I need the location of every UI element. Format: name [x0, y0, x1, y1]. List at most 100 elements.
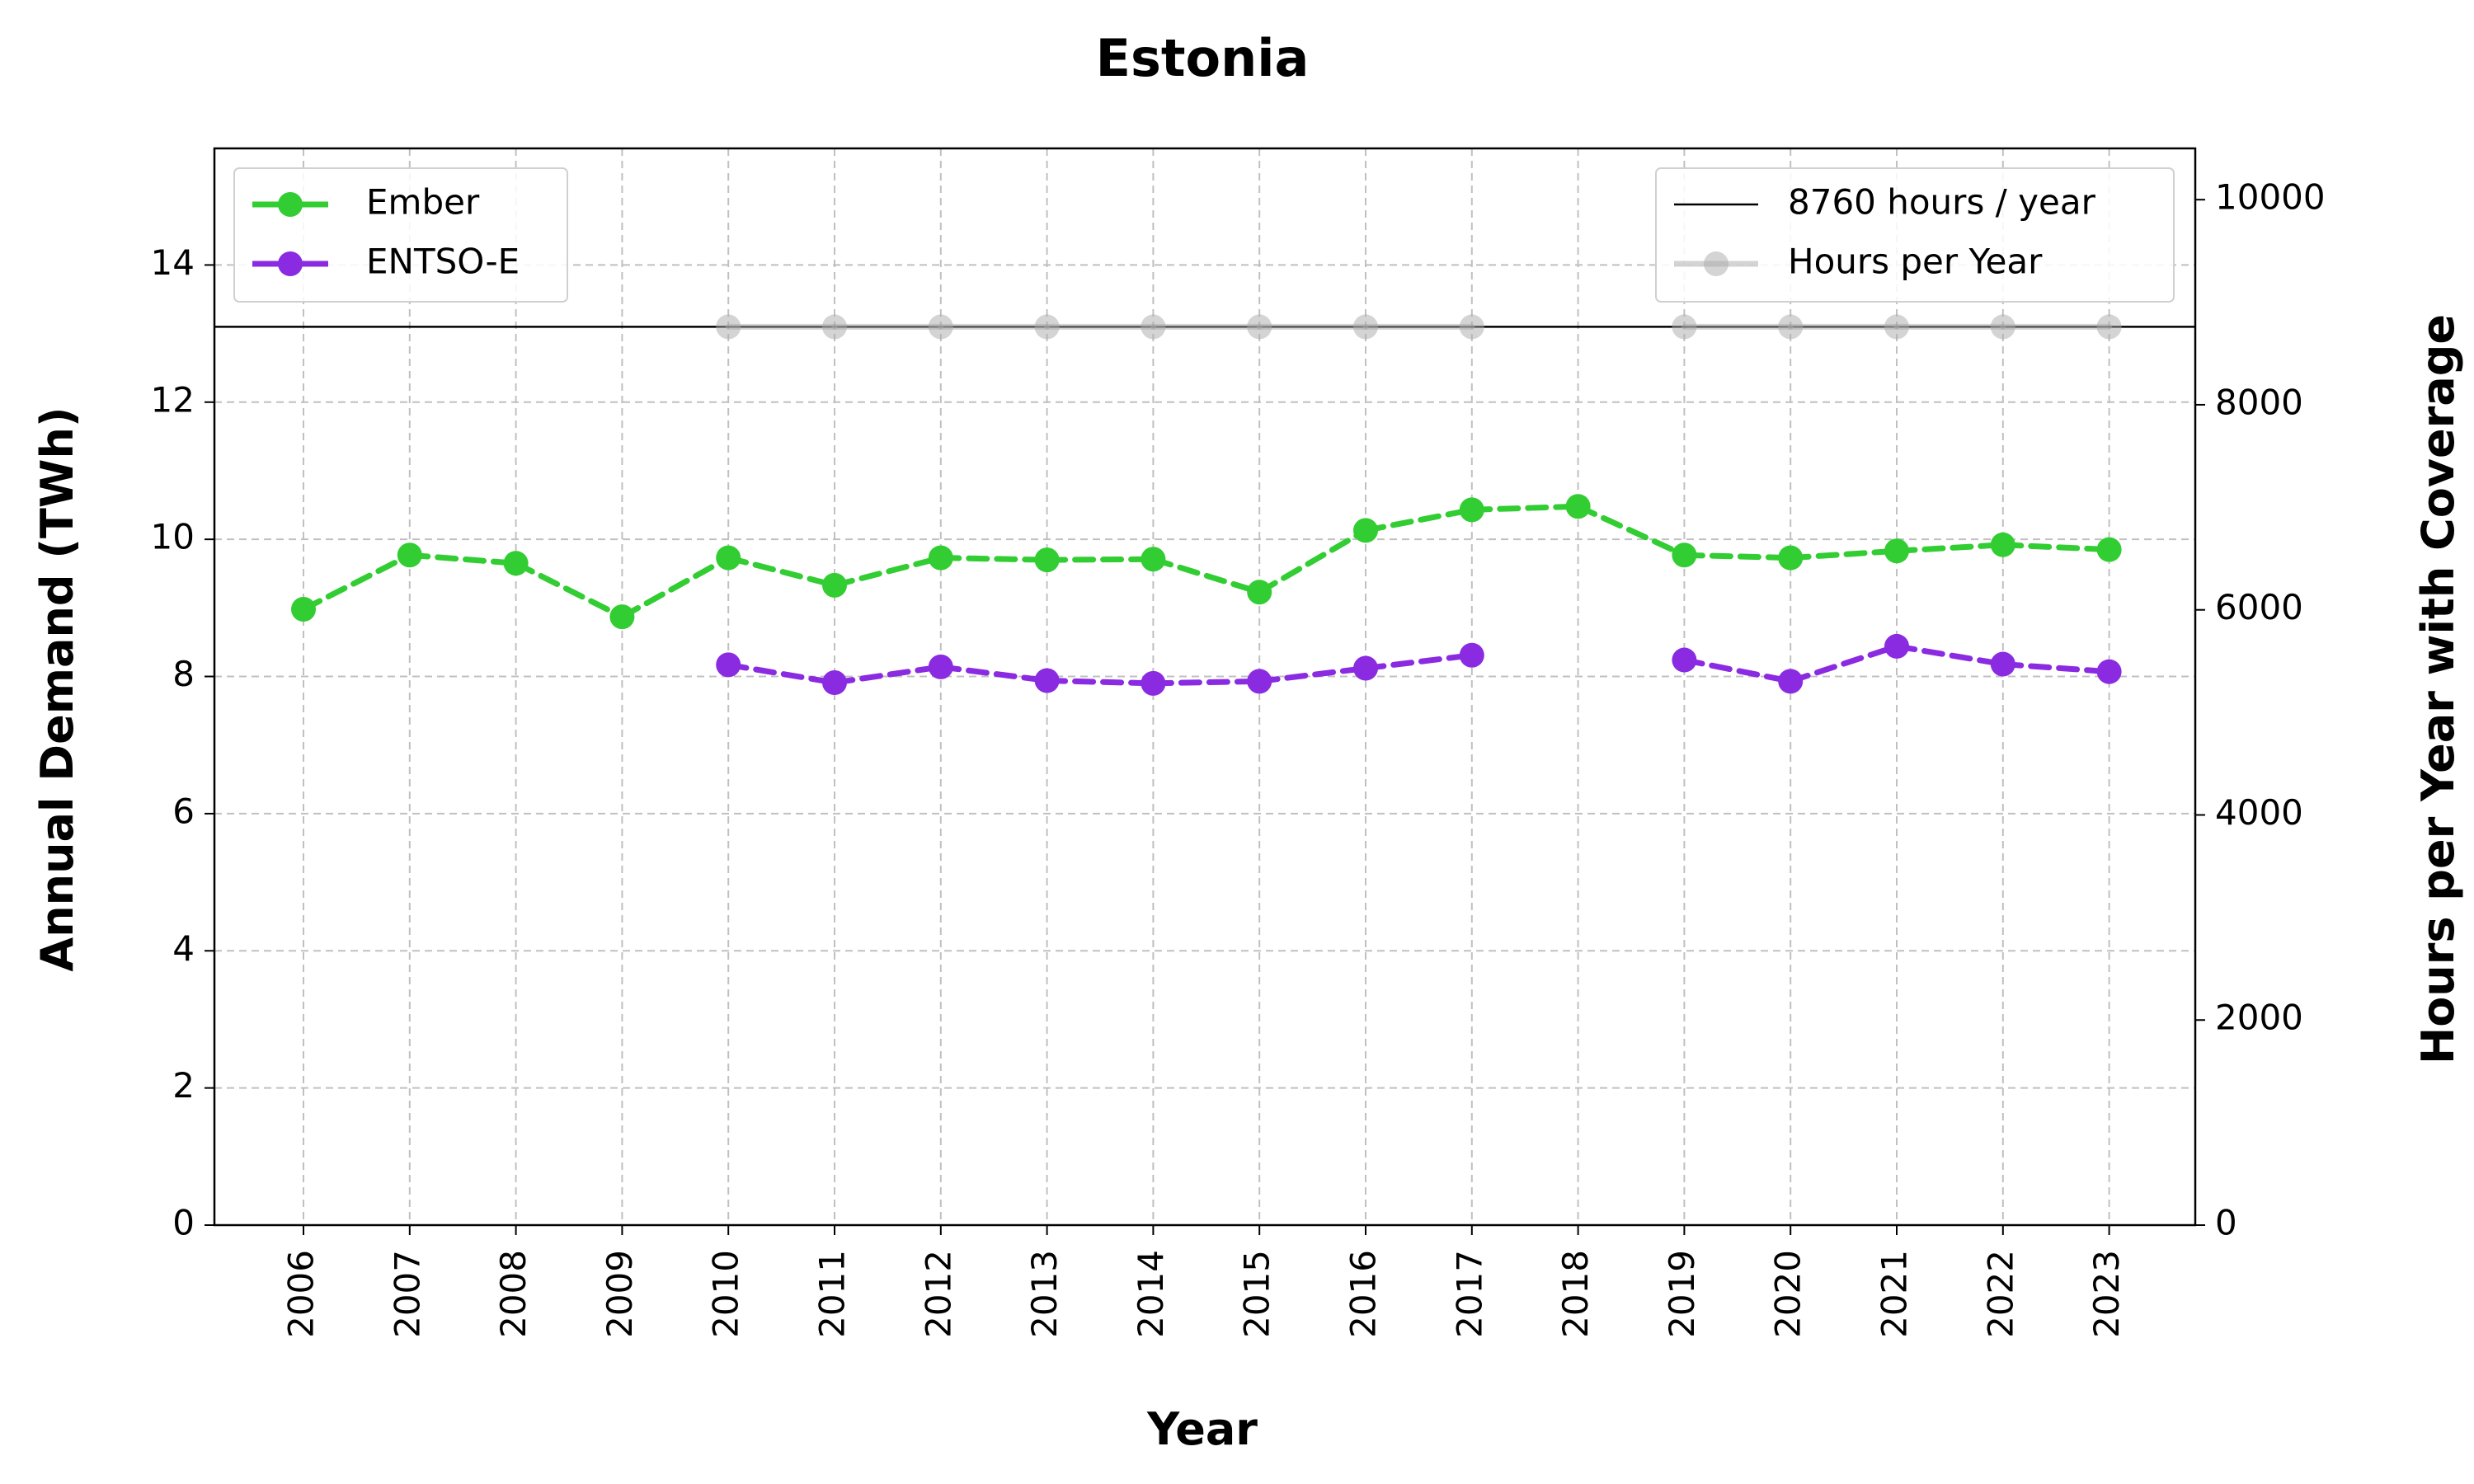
data-point-ember — [397, 542, 422, 568]
data-point-entso-e — [1884, 633, 1909, 659]
y-tick-label: 10 — [151, 517, 195, 557]
y2-tick-label: 8000 — [2215, 382, 2303, 422]
data-point-ember — [716, 545, 741, 571]
x-tick-label: 2018 — [1555, 1250, 1596, 1338]
series-line-ember — [1362, 506, 1475, 533]
x-tick-label: 2010 — [706, 1250, 746, 1338]
series-line-entso-e — [831, 664, 944, 686]
data-point-hours-per-year — [2096, 314, 2122, 340]
data-point-entso-e — [1672, 647, 1697, 673]
data-point-entso-e — [1459, 642, 1484, 668]
series-line-ember — [725, 555, 838, 589]
data-point-hours-per-year — [1034, 314, 1060, 340]
legend-swatch-marker — [278, 192, 303, 217]
data-point-hours-per-year — [1672, 314, 1697, 340]
series-line-ember — [407, 552, 520, 566]
legend-entry-label: ENTSO-E — [366, 242, 520, 282]
data-point-hours-per-year — [822, 314, 847, 340]
data-point-ember — [1459, 497, 1484, 523]
x-tick-label: 2011 — [812, 1250, 853, 1338]
y2-tick-label: 4000 — [2215, 792, 2303, 833]
series-line-ember — [1681, 552, 1794, 561]
data-point-entso-e — [2096, 659, 2122, 684]
y2-tick-label: 2000 — [2215, 998, 2303, 1038]
data-point-entso-e — [928, 654, 953, 679]
chart-title: Estonia — [1096, 28, 1310, 88]
series-line-entso-e — [725, 661, 838, 686]
data-point-ember — [1884, 538, 1909, 564]
y-axis-label: Annual Demand (TWh) — [31, 406, 83, 971]
data-point-hours-per-year — [1247, 314, 1272, 340]
x-tick-label: 2009 — [600, 1250, 640, 1338]
legend-swatch-marker — [278, 251, 303, 276]
data-point-ember — [1141, 547, 1166, 572]
x-tick-label: 2014 — [1131, 1250, 1171, 1338]
data-point-entso-e — [1034, 668, 1060, 693]
data-point-ember — [1353, 518, 1378, 543]
series-line-entso-e — [1787, 643, 1900, 684]
data-point-ember — [291, 597, 316, 622]
series-line-ember — [831, 555, 944, 589]
data-point-ember — [822, 572, 847, 598]
x-tick-label: 2012 — [918, 1250, 958, 1338]
x-tick-label: 2022 — [1980, 1250, 2020, 1338]
series-line-entso-e — [1681, 657, 1794, 684]
y2-tick-label: 0 — [2215, 1203, 2237, 1243]
data-point-entso-e — [1990, 651, 2015, 677]
legend-entry-label: Ember — [366, 182, 480, 223]
x-tick-label: 2015 — [1237, 1250, 1277, 1338]
y-tick-label: 0 — [172, 1203, 195, 1243]
x-tick-label: 2023 — [2086, 1250, 2127, 1338]
series-line-entso-e — [1893, 643, 2006, 668]
series-line-ember — [938, 555, 1051, 563]
x-tick-label: 2019 — [1662, 1250, 1702, 1338]
y-tick-label: 14 — [151, 242, 195, 283]
series-line-ember — [1469, 503, 1582, 513]
data-point-hours-per-year — [1459, 314, 1484, 340]
data-point-entso-e — [1778, 669, 1804, 694]
data-point-entso-e — [822, 670, 847, 696]
series-line-ember — [1787, 547, 1900, 561]
series-line-entso-e — [938, 664, 1051, 684]
legend-swatch-marker — [1704, 251, 1729, 276]
x-tick-label: 2021 — [1874, 1250, 1915, 1338]
series-line-ember — [2000, 542, 2113, 553]
data-point-ember — [2096, 537, 2122, 562]
series-line-ember — [1893, 542, 2006, 554]
data-point-ember — [1247, 580, 1272, 605]
plot-area: 2 0 0 6 2007 2008 2009 2010 2011 2012 2013 2014 2015… — [151, 147, 2326, 1338]
data-point-hours-per-year — [928, 314, 953, 340]
data-point-ember — [609, 604, 635, 630]
data-point-entso-e — [1353, 655, 1378, 681]
y-tick-label: 8 — [172, 654, 195, 694]
series-line-ember — [513, 560, 625, 620]
y2-tick-label: 10000 — [2215, 177, 2326, 218]
series-line-ember — [300, 552, 413, 613]
plot-frame — [213, 147, 2197, 1227]
x-tick-label: 2008 — [493, 1250, 534, 1338]
y-tick-label: 6 — [172, 791, 195, 831]
y2-axis-label: Hours per Year with Coverage — [2412, 314, 2464, 1064]
data-point-hours-per-year — [1778, 314, 1804, 340]
x-tick-label: 2007 — [387, 1250, 427, 1338]
legend-right — [1655, 167, 2175, 303]
data-point-ember — [1034, 547, 1060, 573]
series-line-ember — [618, 555, 731, 620]
legend-entry-label: 8760 hours / year — [1788, 182, 2096, 223]
data-point-ember — [928, 545, 953, 571]
x-tick-label: 2013 — [1024, 1250, 1065, 1338]
y-tick-label: 12 — [151, 379, 195, 420]
series-line-entso-e — [1362, 652, 1475, 672]
data-point-hours-per-year — [1990, 314, 2015, 340]
y2-tick-label: 6000 — [2215, 587, 2303, 627]
legend-entry-label: Hours per Year — [1788, 242, 2043, 282]
data-point-ember — [1778, 545, 1804, 571]
data-point-entso-e — [1141, 670, 1166, 696]
data-point-hours-per-year — [1353, 314, 1378, 340]
y-tick-label: 4 — [172, 928, 195, 969]
series-line-ember — [1256, 527, 1369, 595]
y-tick-label: 2 — [172, 1065, 195, 1106]
x-tick-label: 2016 — [1343, 1250, 1384, 1338]
